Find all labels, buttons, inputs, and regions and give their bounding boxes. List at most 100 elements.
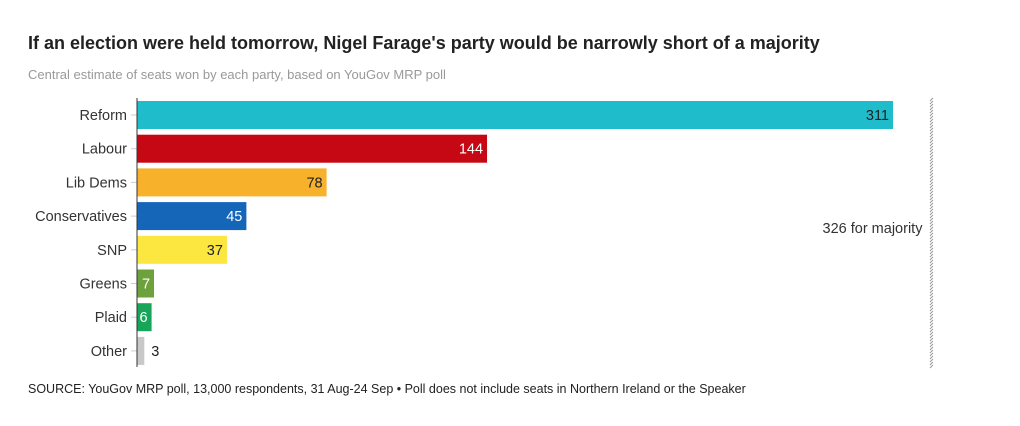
majority-label: 326 for majority bbox=[823, 221, 924, 237]
majority-line-hatch bbox=[929, 178, 934, 183]
majority-line-hatch bbox=[929, 187, 934, 192]
majority-line-hatch bbox=[929, 352, 934, 357]
majority-line-hatch bbox=[929, 223, 934, 228]
category-label: Lib Dems bbox=[66, 175, 127, 191]
majority-line-hatch bbox=[929, 193, 934, 198]
majority-line-hatch bbox=[929, 286, 934, 291]
majority-line-hatch bbox=[929, 199, 934, 204]
category-label: Other bbox=[91, 344, 127, 360]
majority-line-hatch bbox=[929, 241, 934, 246]
majority-line-hatch bbox=[929, 124, 934, 129]
majority-line-hatch bbox=[929, 256, 934, 261]
majority-line-hatch bbox=[929, 250, 934, 255]
majority-line-hatch bbox=[929, 127, 934, 132]
majority-line-hatch bbox=[929, 163, 934, 168]
majority-line-hatch bbox=[929, 133, 934, 138]
majority-line-hatch bbox=[929, 331, 934, 336]
majority-line-hatch bbox=[929, 316, 934, 321]
bar-plaid bbox=[137, 303, 152, 332]
bar-snp bbox=[137, 235, 227, 264]
majority-line-hatch bbox=[929, 295, 934, 300]
majority-line-hatch bbox=[929, 334, 934, 339]
majority-line-hatch bbox=[929, 277, 934, 282]
majority-line-hatch bbox=[929, 238, 934, 243]
majority-line-hatch bbox=[929, 202, 934, 207]
value-label: 6 bbox=[140, 310, 148, 326]
chart-subtitle: Central estimate of seats won by each pa… bbox=[28, 67, 446, 82]
majority-line-hatch bbox=[929, 154, 934, 159]
majority-line-hatch bbox=[929, 358, 934, 363]
category-label: SNP bbox=[97, 243, 127, 259]
majority-line-hatch bbox=[929, 235, 934, 240]
majority-line-hatch bbox=[929, 190, 934, 195]
majority-line-hatch bbox=[929, 310, 934, 315]
bar-lib-dems bbox=[137, 168, 327, 197]
majority-line-hatch bbox=[929, 166, 934, 171]
majority-line-hatch bbox=[929, 226, 934, 231]
category-label: Conservatives bbox=[35, 209, 127, 225]
majority-line-hatch bbox=[929, 304, 934, 309]
majority-line-hatch bbox=[929, 325, 934, 330]
majority-line-hatch bbox=[929, 196, 934, 201]
category-label: Plaid bbox=[95, 310, 127, 326]
majority-line-hatch bbox=[929, 265, 934, 270]
majority-line-hatch bbox=[929, 298, 934, 303]
majority-line-hatch bbox=[929, 115, 934, 120]
majority-line-hatch bbox=[929, 160, 934, 165]
majority-line-hatch bbox=[929, 151, 934, 156]
majority-line-hatch bbox=[929, 214, 934, 219]
majority-line-hatch bbox=[929, 97, 934, 102]
majority-line-hatch bbox=[929, 106, 934, 111]
majority-line-hatch bbox=[929, 142, 934, 147]
majority-line-hatch bbox=[929, 205, 934, 210]
value-label: 45 bbox=[226, 209, 242, 225]
majority-line-hatch bbox=[929, 112, 934, 117]
majority-line-hatch bbox=[929, 169, 934, 174]
majority-line-hatch bbox=[929, 148, 934, 153]
bar-conservatives bbox=[137, 202, 247, 231]
majority-line-hatch bbox=[929, 268, 934, 273]
majority-line-hatch bbox=[929, 139, 934, 144]
majority-line-hatch bbox=[929, 322, 934, 327]
majority-line-hatch bbox=[929, 346, 934, 351]
category-label: Greens bbox=[79, 277, 127, 293]
majority-line-hatch bbox=[929, 172, 934, 177]
majority-line-hatch bbox=[929, 340, 934, 345]
bar-other bbox=[137, 336, 145, 365]
majority-line-hatch bbox=[929, 157, 934, 162]
majority-line-hatch bbox=[929, 229, 934, 234]
chart-source: SOURCE: YouGov MRP poll, 13,000 responde… bbox=[28, 382, 746, 396]
majority-line-hatch bbox=[929, 118, 934, 123]
majority-line-hatch bbox=[929, 271, 934, 276]
chart-title: If an election were held tomorrow, Nigel… bbox=[28, 33, 820, 53]
majority-line-hatch bbox=[929, 319, 934, 324]
value-label: 78 bbox=[306, 175, 322, 191]
majority-line-hatch bbox=[929, 259, 934, 264]
majority-line-hatch bbox=[929, 145, 934, 150]
majority-line-hatch bbox=[929, 121, 934, 126]
majority-line-hatch bbox=[929, 280, 934, 285]
value-label: 144 bbox=[459, 142, 483, 158]
majority-line-hatch bbox=[929, 361, 934, 366]
majority-line-hatch bbox=[929, 328, 934, 333]
bar-labour bbox=[137, 134, 488, 163]
value-label: 3 bbox=[151, 344, 159, 360]
bar-reform bbox=[137, 101, 893, 129]
majority-line-hatch bbox=[929, 232, 934, 237]
majority-line-hatch bbox=[929, 136, 934, 141]
majority-line-hatch bbox=[929, 220, 934, 225]
majority-line-hatch bbox=[929, 343, 934, 348]
majority-line-hatch bbox=[929, 274, 934, 279]
majority-line-hatch bbox=[929, 247, 934, 252]
value-label: 37 bbox=[207, 243, 223, 259]
majority-line-hatch bbox=[929, 364, 934, 369]
majority-line-hatch bbox=[929, 307, 934, 312]
majority-line-hatch bbox=[929, 184, 934, 189]
category-label: Labour bbox=[82, 142, 127, 158]
majority-line-hatch bbox=[929, 208, 934, 213]
majority-line-hatch bbox=[929, 130, 934, 135]
majority-line-hatch bbox=[929, 100, 934, 105]
majority-line-hatch bbox=[929, 337, 934, 342]
